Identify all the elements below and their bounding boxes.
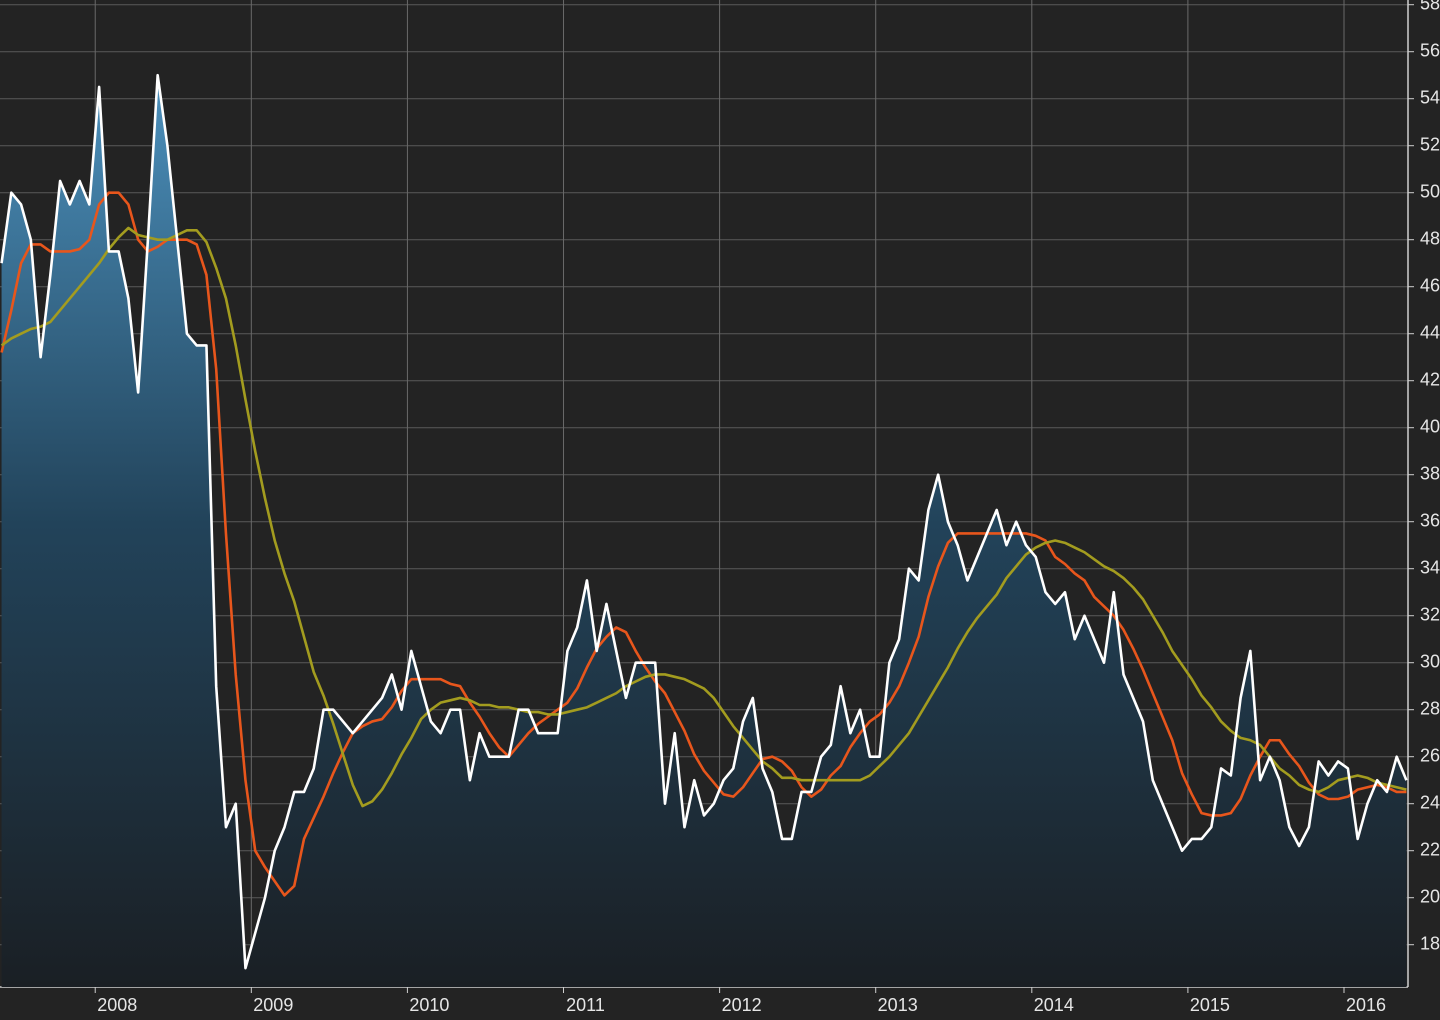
x-tick-label: 2013: [878, 995, 918, 1015]
y-tick-label: 56: [1420, 40, 1440, 60]
x-tick-label: 2009: [253, 995, 293, 1015]
y-tick-label: 18: [1420, 933, 1440, 953]
x-tick-label: 2012: [722, 995, 762, 1015]
y-tick-label: 26: [1420, 745, 1440, 765]
y-tick-label: 58: [1420, 0, 1440, 13]
x-tick-label: 2014: [1034, 995, 1074, 1015]
y-tick-label: 40: [1420, 416, 1440, 436]
y-tick-label: 46: [1420, 275, 1440, 295]
y-tick-label: 32: [1420, 604, 1440, 624]
x-tick-label: 2011: [566, 995, 605, 1015]
y-tick-label: 50: [1420, 181, 1440, 201]
y-tick-label: 22: [1420, 839, 1440, 859]
y-tick-label: 44: [1420, 322, 1440, 342]
x-tick-label: 2015: [1190, 995, 1230, 1015]
series-line: [0, 191, 1407, 897]
y-tick-label: 42: [1420, 369, 1440, 389]
y-tick-label: 48: [1420, 228, 1440, 248]
y-tick-label: 52: [1420, 134, 1440, 154]
series-line: [0, 226, 1407, 808]
y-tick-label: 24: [1420, 792, 1440, 812]
series-line: [0, 73, 1408, 970]
x-tick-label: 2010: [409, 995, 449, 1015]
y-tick-label: 28: [1420, 698, 1440, 718]
y-tick-label: 54: [1420, 87, 1440, 107]
y-tick-label: 34: [1420, 557, 1440, 577]
area-fill: [1, 75, 1407, 987]
y-tick-label: 30: [1420, 651, 1440, 671]
x-tick-label: 2016: [1346, 995, 1386, 1015]
y-tick-label: 38: [1420, 463, 1440, 483]
y-tick-label: 36: [1420, 510, 1440, 530]
x-tick-label: 2008: [97, 995, 137, 1015]
y-tick-label: 20: [1420, 886, 1440, 906]
